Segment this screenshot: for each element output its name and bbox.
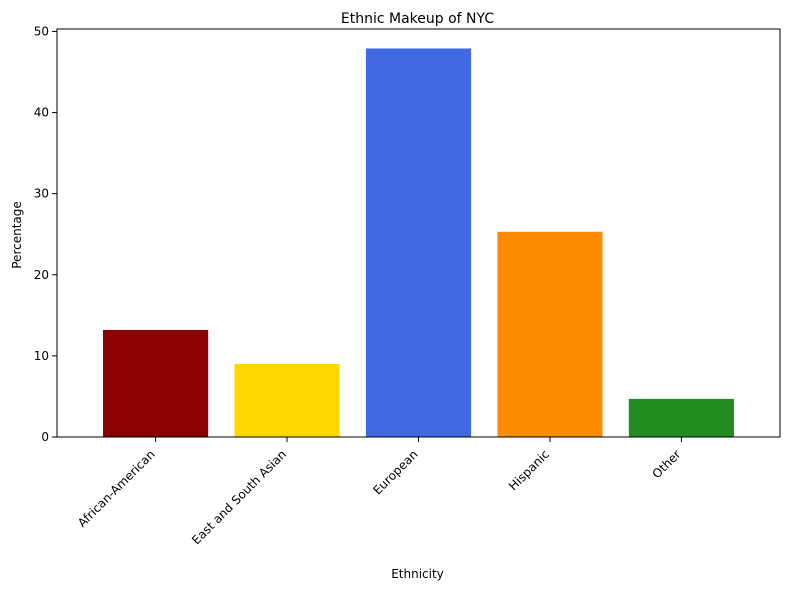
y-tick-label: 30 xyxy=(34,187,49,201)
bar-african-american xyxy=(103,329,209,437)
x-tick-label: European xyxy=(370,447,420,497)
plot-area: 0 10 20 30 40 50 African-American East and Sout… xyxy=(34,24,781,547)
y-tick-label: 50 xyxy=(34,24,49,38)
y-tick-label: 40 xyxy=(34,106,49,120)
x-tick-label: African-American xyxy=(75,447,158,530)
bar-hispanic xyxy=(497,231,603,437)
y-tick-label: 20 xyxy=(34,268,49,282)
chart-title: Ethnic Makeup of NYC xyxy=(341,11,494,27)
y-tick-label: 10 xyxy=(34,349,49,363)
bar-other xyxy=(628,398,734,437)
bar-east-and-south-asian xyxy=(234,363,340,437)
bar-european xyxy=(365,48,472,438)
x-tick-label: Other xyxy=(650,447,684,481)
x-tick-label: East and South Asian xyxy=(189,447,289,547)
y-axis-label: Percentage xyxy=(10,201,24,269)
x-tick-label: Hispanic xyxy=(506,447,552,493)
y-tick-label: 0 xyxy=(41,430,49,444)
x-axis-label: Ethnicity xyxy=(391,567,444,581)
